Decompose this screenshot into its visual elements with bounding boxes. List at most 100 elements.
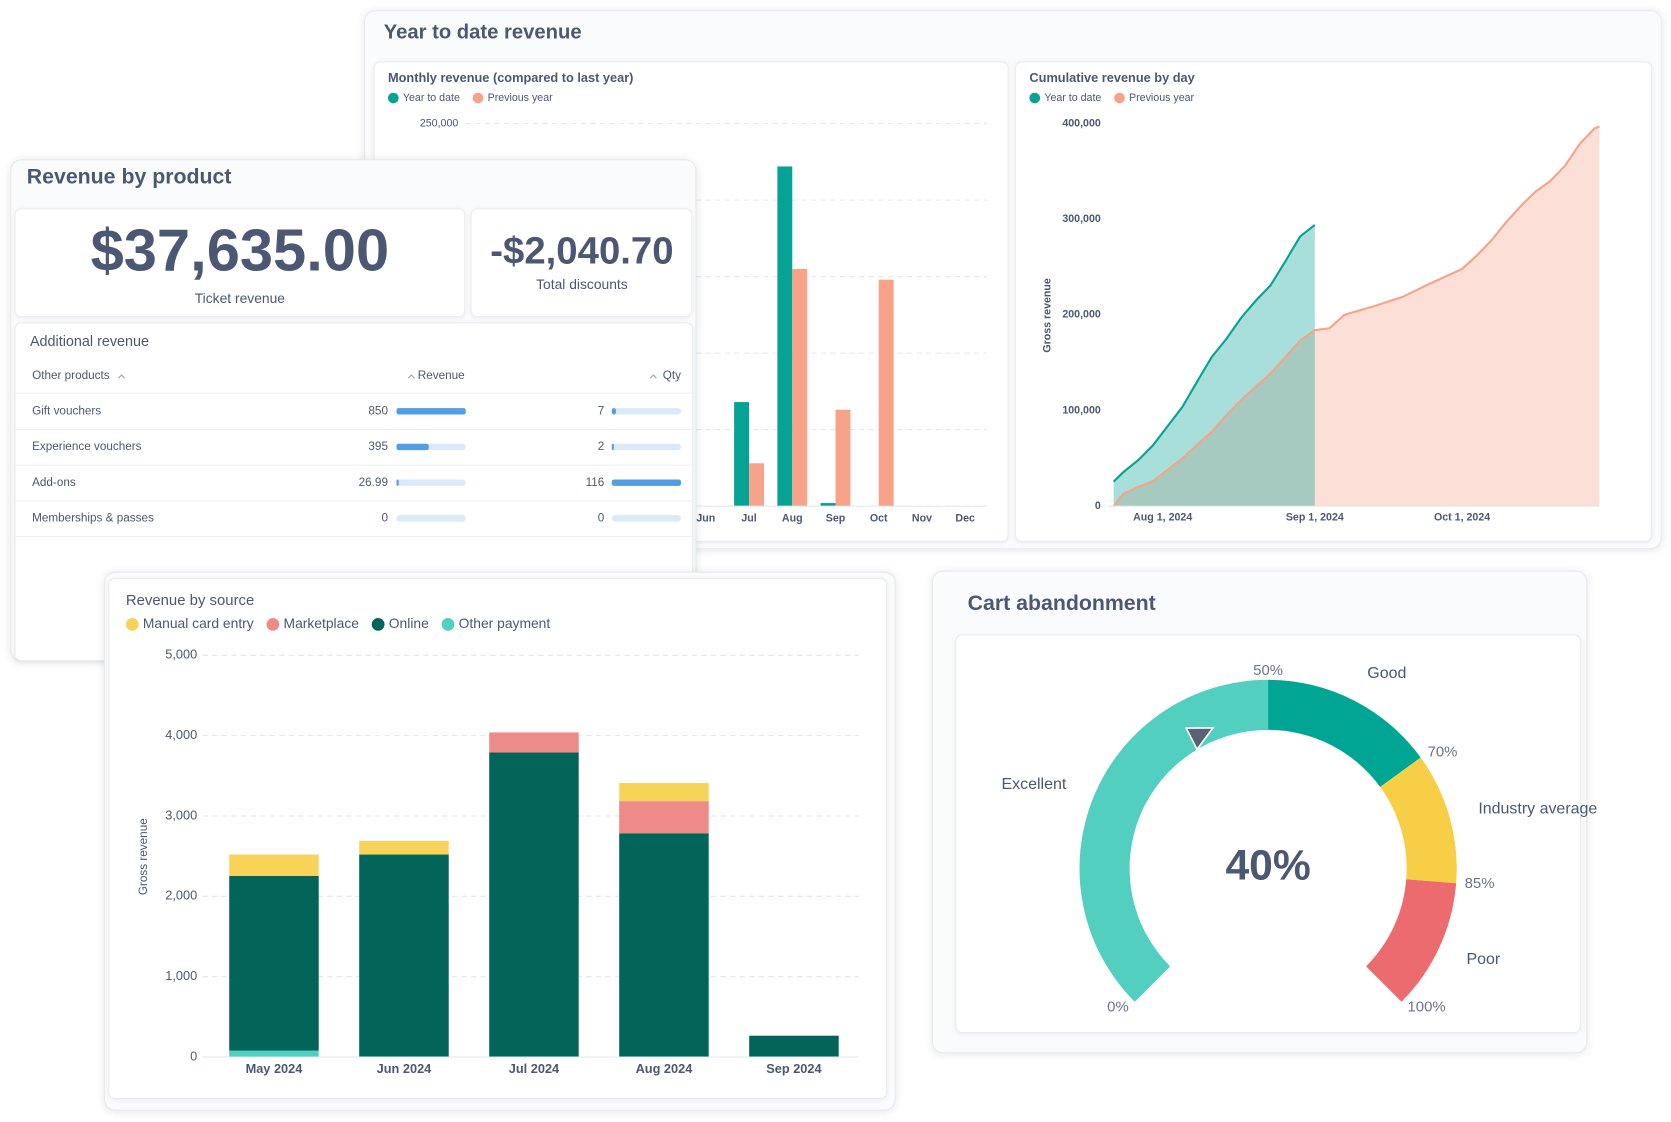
gauge-tick-label: 100%: [1407, 1000, 1445, 1016]
y-tick-label: 4,000: [165, 727, 197, 742]
segment-label: Good: [1367, 665, 1406, 682]
bar: [792, 268, 808, 507]
x-tick-label: Aug 1, 2024: [1133, 512, 1192, 524]
x-tick-label: Aug: [782, 513, 803, 525]
y-tick-label: 0: [1095, 500, 1101, 512]
bar-segment: [619, 783, 709, 802]
gauge-segment: [1079, 679, 1269, 1002]
y-tick-label: 200,000: [1062, 309, 1101, 321]
card: [1015, 61, 1653, 542]
legend-label: Previous year: [1129, 92, 1195, 104]
gauge-segment: [1366, 879, 1457, 1002]
cart-panel: Cart abandonment Excellent Good Industry a…: [931, 570, 1597, 1054]
row-label: Gift vouchers: [32, 404, 101, 417]
cell-value: 0: [598, 511, 605, 524]
cell-value: 116: [586, 476, 605, 489]
line: [1112, 125, 1600, 507]
sort-icon[interactable]: [649, 374, 657, 379]
legend-label: Manual card entry: [143, 615, 254, 631]
cell-value: 0: [381, 511, 388, 524]
legend-label: Other payment: [459, 615, 551, 631]
y-tick-label: 100,000: [1062, 404, 1101, 416]
x-tick-label: Jun: [696, 513, 715, 525]
x-tick-label: Nov: [912, 513, 932, 525]
bar-segment: [229, 875, 319, 1051]
bar: [611, 479, 681, 486]
legend-swatch: [125, 618, 139, 631]
gauge-tick-label: 85%: [1465, 876, 1495, 892]
bar-segment: [489, 732, 579, 753]
legend-swatch: [472, 92, 484, 104]
bar: [396, 479, 399, 486]
row-label: Add-ons: [32, 476, 76, 489]
column-header[interactable]: Other products: [32, 369, 110, 382]
y-tick-label: 5,000: [165, 647, 197, 662]
column-header[interactable]: Revenue: [418, 369, 465, 382]
row-label: Experience vouchers: [32, 440, 142, 453]
cell-value: 850: [368, 404, 388, 417]
x-tick-label: May 2024: [246, 1061, 304, 1076]
card: [470, 208, 693, 317]
panel-title: Cart abandonment: [968, 591, 1156, 615]
x-tick-label: Aug 2024: [636, 1061, 694, 1076]
cell-value: 2: [598, 440, 605, 453]
legend-swatch: [371, 618, 385, 631]
bar-segment: [489, 752, 579, 1058]
bar: [734, 402, 750, 507]
table-title: Additional revenue: [30, 334, 149, 350]
bar-track: [611, 515, 681, 522]
x-tick-label: Dec: [955, 513, 975, 525]
legend-swatch: [266, 618, 280, 631]
y-tick-label: 2,000: [165, 888, 197, 903]
bar: [820, 503, 836, 507]
bar-segment: [359, 840, 449, 855]
y-tick-label: 400,000: [1062, 117, 1101, 129]
chart-title: Monthly revenue (compared to last year): [388, 70, 633, 85]
y-tick-label: 300,000: [1062, 213, 1101, 225]
x-tick-label: Sep 1, 2024: [1286, 512, 1344, 524]
chart-title: Cumulative revenue by day: [1029, 70, 1195, 85]
bar-track: [611, 408, 681, 415]
legend-label: Marketplace: [284, 615, 360, 631]
chart-title: Revenue by source: [126, 593, 254, 609]
gauge-tick-label: 50%: [1253, 663, 1283, 679]
gauge-tick-label: 0%: [1107, 1000, 1129, 1016]
legend-label: Online: [389, 615, 429, 631]
cell-value: 7: [598, 404, 605, 417]
panel-title: Revenue by product: [27, 165, 232, 189]
x-tick-label: Oct: [870, 513, 888, 525]
gauge-value: 40%: [1225, 842, 1310, 890]
x-tick-label: Jul 2024: [509, 1061, 560, 1076]
bar-segment: [229, 854, 319, 876]
bar-segment: [619, 833, 709, 1058]
gauge-segment: [1380, 757, 1457, 884]
bar-track: [611, 443, 681, 451]
bar-segment: [359, 854, 449, 1058]
y-tick-label: 250,000: [420, 117, 459, 129]
legend-label: Year to date: [403, 92, 460, 104]
cell-value: 26.99: [359, 476, 388, 489]
y-tick-label: 3,000: [165, 807, 197, 822]
bar: [396, 443, 429, 451]
bar-track: [396, 479, 466, 486]
x-tick-label: Oct 1, 2024: [1434, 512, 1490, 524]
legend-label: Previous year: [488, 92, 554, 104]
bar-segment: [749, 1035, 839, 1058]
sort-icon[interactable]: [407, 374, 415, 379]
y-axis-label: Gross revenue: [1041, 278, 1053, 353]
sort-icon[interactable]: [118, 374, 126, 379]
column-header[interactable]: Qty: [663, 369, 681, 382]
bar: [611, 408, 616, 415]
bar: [878, 279, 894, 507]
line: [1112, 224, 1316, 483]
source-panel: Revenue by source Gross revenue 0 1,000 2,…: [104, 571, 896, 1111]
gauge-segment: [1268, 679, 1421, 787]
y-tick-label: 1,000: [165, 968, 197, 983]
bar-segment: [229, 1050, 319, 1058]
row-label: Memberships & passes: [32, 511, 154, 524]
legend-swatch: [441, 618, 455, 631]
x-tick-label: Jul: [741, 513, 756, 525]
bar: [749, 463, 764, 507]
legend-label: Year to date: [1044, 92, 1101, 104]
kpi-label: Total discounts: [536, 276, 628, 292]
